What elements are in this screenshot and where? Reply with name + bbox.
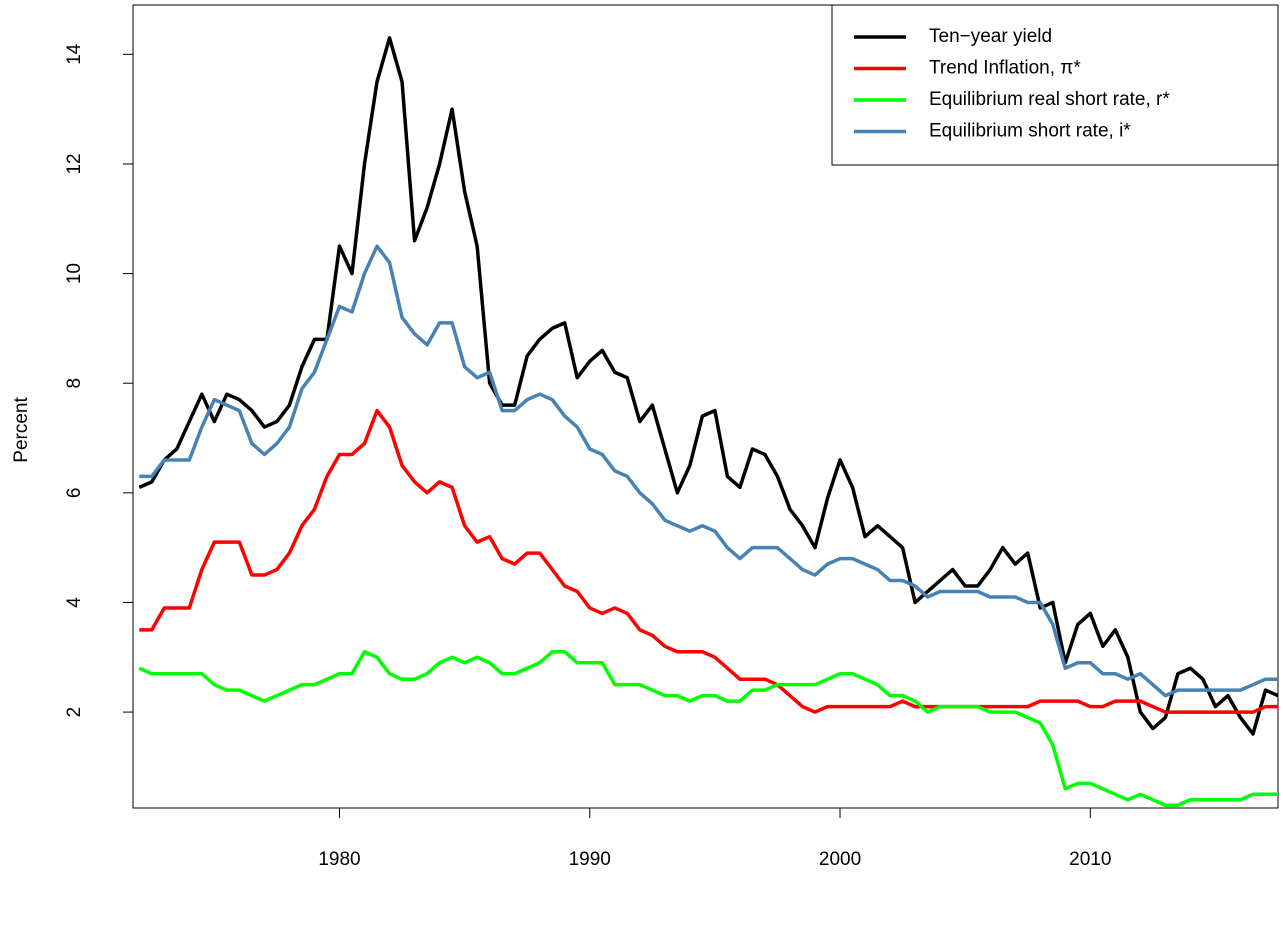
x-tick-label: 2000 xyxy=(819,849,861,870)
legend-label: Equilibrium short rate, i* xyxy=(929,121,1131,142)
series-line xyxy=(138,36,1279,736)
legend-label: Trend Inflation, π* xyxy=(929,58,1081,79)
legend-label: Equilibrium real short rate, r* xyxy=(929,89,1170,110)
x-tick-label: 1990 xyxy=(569,849,611,870)
y-tick-label: 10 xyxy=(64,263,85,284)
y-tick-label: 14 xyxy=(64,43,85,65)
plot-frame xyxy=(132,4,1279,809)
series-line xyxy=(138,650,1278,808)
x-tick-label: 1980 xyxy=(318,849,360,870)
legend-box xyxy=(831,4,1279,166)
y-axis-label: Percent xyxy=(11,397,32,463)
y-tick-label: 6 xyxy=(64,488,85,499)
series-line xyxy=(139,244,1278,698)
y-tick-label: 2 xyxy=(64,707,85,718)
y-tick-label: 4 xyxy=(64,597,85,608)
y-tick-label: 12 xyxy=(64,153,85,174)
legend-label: Ten−year yield xyxy=(929,26,1052,47)
x-tick-label: 2010 xyxy=(1069,849,1111,870)
y-tick-label: 8 xyxy=(64,378,85,389)
series-line xyxy=(139,408,1278,714)
